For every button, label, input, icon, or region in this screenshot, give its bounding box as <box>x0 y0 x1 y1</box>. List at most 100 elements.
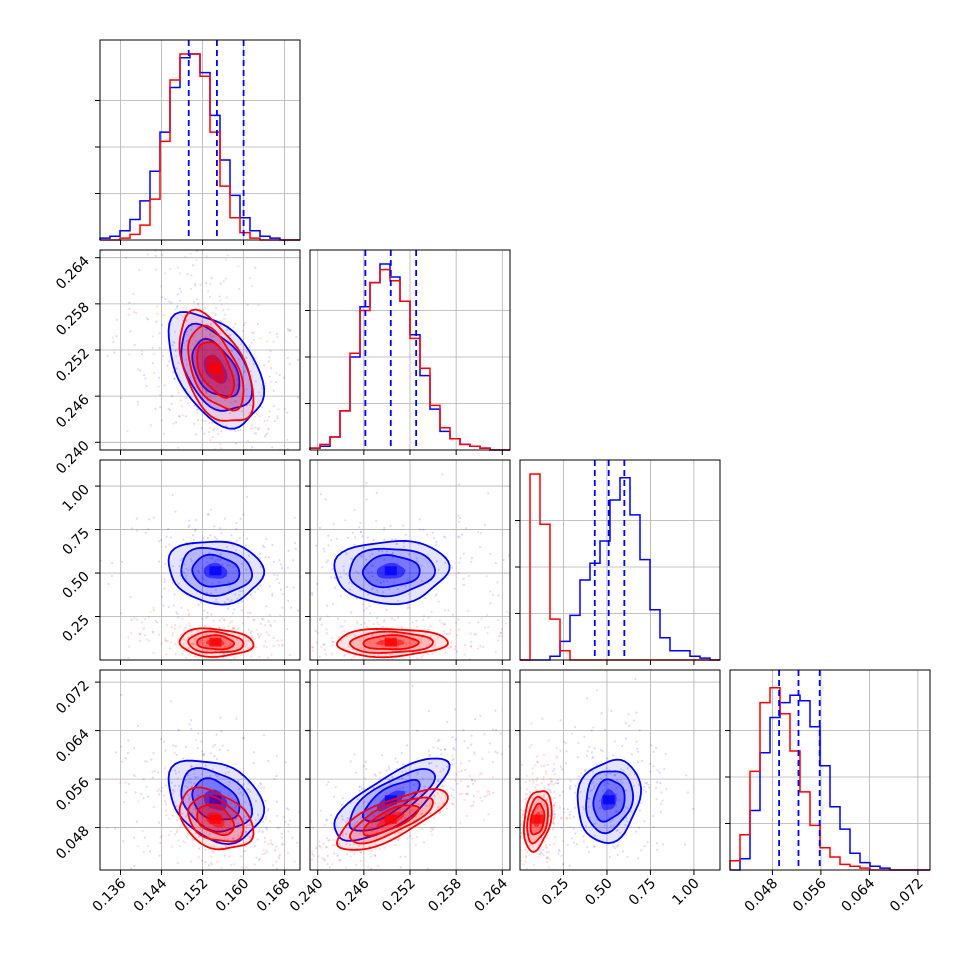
scatter-point <box>246 666 248 668</box>
scatter-point <box>352 458 354 460</box>
scatter-point <box>127 739 130 742</box>
scatter-point <box>156 312 159 315</box>
scatter-point <box>549 791 552 794</box>
scatter-point <box>332 795 336 798</box>
scatter-point <box>241 478 243 480</box>
scatter-point <box>647 783 650 786</box>
scatter-point <box>176 317 179 320</box>
scatter-point <box>221 563 224 566</box>
scatter-point <box>359 521 362 525</box>
scatter-point <box>186 636 190 639</box>
scatter-point <box>230 864 233 867</box>
scatter-point <box>268 415 271 418</box>
scatter-point <box>172 744 175 747</box>
contour-line <box>336 788 449 851</box>
scatter-point <box>320 874 322 876</box>
scatter-point <box>371 826 375 829</box>
scatter-point <box>553 803 556 807</box>
x-tick-label: 0.258 <box>425 876 465 916</box>
scatter-point <box>228 855 231 858</box>
scatter-point <box>532 864 535 867</box>
scatter-point <box>360 787 364 791</box>
scatter-point <box>134 791 137 794</box>
scatter-point <box>325 837 328 840</box>
scatter-point <box>277 644 280 647</box>
scatter-point <box>218 527 221 530</box>
scatter-point <box>232 326 235 329</box>
scatter-point <box>550 780 553 783</box>
scatter-point <box>342 654 346 658</box>
scatter-point <box>164 637 167 640</box>
scatter-point <box>287 549 290 552</box>
density-peak <box>384 566 397 576</box>
scatter-point <box>411 837 414 840</box>
scatter-point <box>302 837 304 839</box>
scatter-point <box>160 790 163 793</box>
scatter-point <box>235 527 238 531</box>
scatter-point <box>613 774 617 777</box>
scatter-point <box>234 569 237 572</box>
scatter-point <box>389 524 392 527</box>
scatter-point <box>281 566 284 570</box>
scatter-point <box>264 382 267 385</box>
contour-line <box>348 630 434 654</box>
scatter-point <box>420 795 423 798</box>
scatter-point <box>370 855 373 858</box>
scatter-point <box>214 313 217 316</box>
scatter-point <box>126 430 129 433</box>
scatter-point <box>194 638 197 641</box>
scatter-point <box>374 774 377 777</box>
scatter-point <box>440 753 443 756</box>
scatter-point <box>545 798 548 802</box>
y-tick-label: 0.072 <box>53 678 93 718</box>
scatter-point <box>287 329 290 332</box>
scatter-point <box>210 418 213 421</box>
scatter-point <box>388 768 391 771</box>
scatter-point <box>554 576 556 578</box>
scatter-point <box>546 861 549 864</box>
scatter-point <box>179 272 182 275</box>
scatter-point <box>184 577 187 580</box>
scatter-point <box>186 273 189 276</box>
scatter-point <box>487 813 490 816</box>
scatter-point <box>634 677 637 680</box>
density-peak <box>602 795 615 805</box>
scatter-point <box>336 817 339 820</box>
scatter-point <box>365 558 368 561</box>
scatter-point <box>428 762 431 765</box>
scatter-point <box>579 790 583 793</box>
scatter-point <box>219 558 222 562</box>
scatter-point <box>224 277 227 280</box>
scatter-point <box>210 407 213 410</box>
scatter-point <box>269 624 273 627</box>
scatter-point <box>130 867 133 870</box>
scatter-point <box>385 550 388 553</box>
scatter-point <box>346 826 349 829</box>
scatter-point <box>569 817 572 820</box>
scatter-point <box>432 770 435 773</box>
scatter-point <box>451 754 454 757</box>
scatter-point <box>265 664 267 666</box>
scatter-point <box>171 344 174 347</box>
scatter-point <box>212 429 215 432</box>
scatter-point <box>617 844 620 847</box>
contour-line <box>187 324 245 412</box>
scatter-point <box>189 625 192 628</box>
scatter-point <box>191 643 194 646</box>
scatter-point <box>177 391 180 394</box>
scatter-point <box>223 825 226 828</box>
scatter-point <box>553 836 557 839</box>
scatter-point <box>350 810 354 813</box>
scatter-point <box>159 393 162 396</box>
scatter-point <box>174 643 177 646</box>
scatter-point <box>652 825 655 828</box>
scatter-point <box>163 463 165 465</box>
scatter-point <box>423 615 426 618</box>
scatter-point <box>648 786 651 789</box>
scatter-point <box>624 737 628 740</box>
scatter-point <box>403 545 406 548</box>
scatter-point <box>184 639 187 642</box>
scatter-point <box>450 641 453 644</box>
scatter-point <box>453 587 456 590</box>
scatter-point <box>306 640 308 642</box>
